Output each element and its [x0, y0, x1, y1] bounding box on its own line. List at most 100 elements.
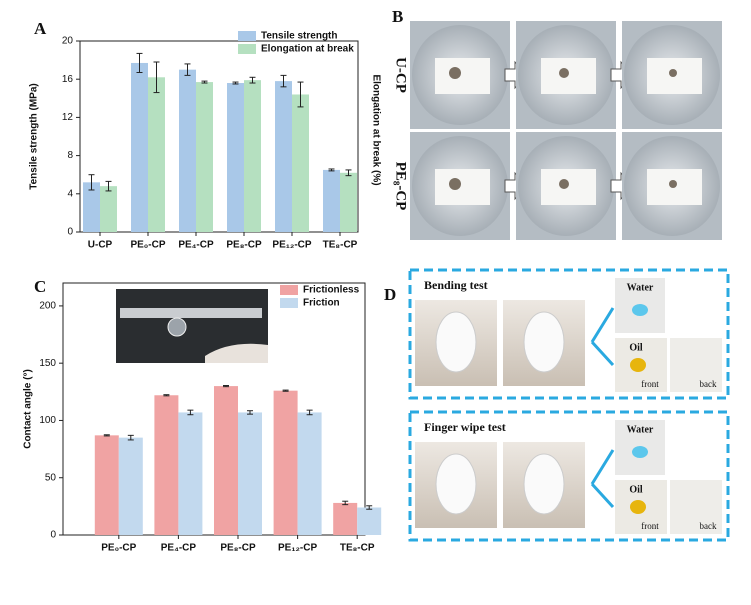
- bar: [83, 182, 100, 232]
- error-bar: [103, 434, 110, 437]
- bar: [214, 386, 238, 535]
- dashed-box: [408, 410, 730, 542]
- x-tick-label: TE₈-CP: [340, 543, 375, 554]
- arrow: [590, 307, 615, 367]
- dirt: [669, 69, 677, 77]
- error-bar: [366, 505, 373, 510]
- back-label: back: [700, 521, 717, 531]
- sample: [435, 311, 477, 373]
- y-tick-label: 50: [45, 472, 57, 483]
- bar: [333, 502, 358, 535]
- paper: [541, 169, 596, 205]
- water-drop: [632, 304, 648, 316]
- y-tick-label: 0: [50, 530, 56, 541]
- dirt: [669, 180, 677, 188]
- ruler: [120, 308, 262, 318]
- x-tick-label: PE₀-CP: [130, 240, 165, 251]
- bar: [273, 390, 298, 535]
- bar: [297, 412, 322, 535]
- bar: [154, 395, 179, 535]
- bar: [244, 80, 261, 232]
- bar: [178, 412, 203, 535]
- y-tick-label: 0: [67, 227, 73, 238]
- bar: [323, 169, 340, 232]
- panel-label: B: [392, 7, 403, 26]
- row-label: PE₈-CP: [393, 162, 409, 211]
- y-tick-label: 12: [62, 112, 74, 123]
- error-bar: [280, 74, 287, 88]
- x-tick-label: PE₈-CP: [220, 543, 256, 554]
- water-drop: [632, 446, 648, 458]
- error-bar: [105, 180, 112, 192]
- legend-swatch: [280, 298, 298, 308]
- panel-label: A: [34, 19, 47, 38]
- x-tick-label: PE₀-CP: [101, 543, 136, 554]
- legend-label: Friction: [303, 298, 340, 309]
- bar: [118, 437, 143, 535]
- section-title: Bending test: [424, 278, 488, 292]
- bar: [227, 83, 244, 233]
- sample: [435, 453, 477, 515]
- oil-drop: [630, 500, 646, 514]
- y-axis-label: Contact angle (°): [23, 369, 34, 449]
- error-bar: [328, 168, 335, 172]
- section-title: Finger wipe test: [424, 420, 506, 434]
- paper: [435, 169, 490, 205]
- error-bar: [282, 389, 289, 392]
- bar: [131, 62, 148, 233]
- error-bar: [153, 61, 160, 94]
- arrow: [590, 449, 615, 509]
- error-bar: [201, 80, 208, 84]
- error-bar: [232, 81, 239, 85]
- error-bar: [223, 385, 229, 388]
- back-photo: [670, 480, 722, 534]
- error-bar: [345, 169, 352, 177]
- legend-label: Tensile strength: [261, 31, 338, 42]
- water-label: Water: [627, 282, 654, 293]
- bar: [100, 186, 117, 232]
- paper: [541, 58, 596, 94]
- y-tick-label: 8: [67, 150, 73, 161]
- x-tick-label: TE₈-CP: [323, 240, 358, 251]
- bar: [238, 412, 262, 535]
- dirt: [559, 68, 569, 78]
- oil-drop: [630, 358, 646, 372]
- error-bar: [297, 81, 304, 108]
- back-label: back: [700, 379, 717, 389]
- front-label: front: [641, 379, 659, 389]
- bar: [196, 82, 213, 232]
- x-tick-label: PE₈-CP: [226, 240, 262, 251]
- y-tick-label: 150: [39, 358, 56, 369]
- plot-frame: [79, 40, 359, 233]
- error-bar: [184, 63, 191, 76]
- error-bar: [247, 410, 253, 415]
- error-bar: [187, 409, 194, 416]
- bar: [340, 172, 357, 232]
- bar: [94, 435, 119, 535]
- bar: [357, 507, 382, 535]
- back-photo: [670, 338, 722, 392]
- front-label: front: [641, 521, 659, 531]
- water-label: Water: [627, 424, 654, 435]
- error-bar: [127, 434, 134, 441]
- paper: [435, 58, 490, 94]
- y-axis-label: Tensile strength (MPa): [29, 83, 40, 190]
- legend-swatch: [280, 285, 298, 295]
- x-tick-label: PE₄-CP: [161, 543, 197, 554]
- legend-swatch: [238, 44, 256, 54]
- legend-label: Frictionless: [303, 285, 360, 296]
- bar: [179, 69, 196, 233]
- bar: [148, 77, 165, 232]
- x-tick-label: PE₄-CP: [178, 240, 214, 251]
- x-tick-label: PE₁₂-CP: [278, 543, 317, 554]
- y-tick-label: 4: [67, 188, 73, 199]
- oil-label: Oil: [629, 342, 643, 353]
- error-bar: [306, 409, 313, 416]
- legend-label: Elongation at break: [261, 44, 354, 55]
- bar: [292, 94, 309, 232]
- sample: [523, 311, 565, 373]
- panel-label: C: [34, 277, 46, 296]
- bar: [275, 81, 292, 232]
